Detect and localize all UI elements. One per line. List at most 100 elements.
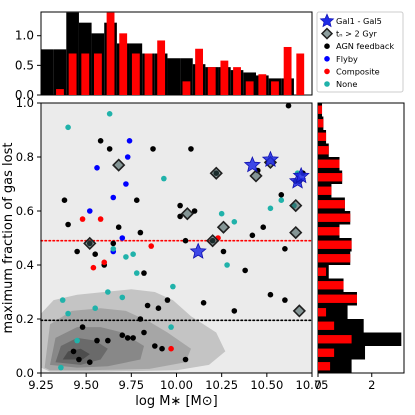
right-bar-red [318, 173, 343, 182]
top-bar-all [167, 58, 181, 95]
y-tick-label: 0.4 [16, 258, 34, 272]
legend: Gal1 - Gal5 tₙ > 2 Gyr AGN feedback Flyby Co… [316, 11, 404, 93]
point-agn-feedback [124, 335, 131, 341]
point-none [110, 246, 117, 252]
right-bar-red [318, 362, 331, 371]
point-agn-feedback [70, 348, 77, 355]
point-composite [90, 264, 97, 271]
point-agn-feedback [115, 224, 122, 230]
top-bar-red [81, 53, 90, 95]
top-histogram-yticks: 0.0 0.5 1.0 [15, 29, 41, 102]
point-none [231, 219, 238, 225]
x-tick-label: 10.00 [160, 378, 193, 392]
point-none [267, 205, 274, 212]
right-histogram-bars [318, 103, 402, 373]
point-agn-feedback [278, 192, 285, 198]
point-agn-feedback [74, 248, 80, 255]
y-tick-label: 0.6 [16, 204, 34, 218]
top-ytick-label: 1.0 [15, 29, 34, 43]
contour-level [62, 348, 90, 360]
point-agn-feedback [86, 359, 93, 366]
legend-label-composite: Composite [336, 66, 380, 76]
tc-diamonds [83, 155, 306, 318]
top-bar-red [157, 40, 166, 95]
top-bar-red [220, 60, 229, 95]
y-tick-label: 0.8 [16, 150, 34, 164]
point-flyby [126, 138, 133, 144]
point-agn-feedback [249, 232, 256, 239]
point-none [123, 254, 129, 260]
y-ticks: 0.0 0.2 0.4 0.6 0.8 1.0 [16, 96, 41, 380]
point-agn-feedback [92, 251, 98, 257]
point-agn-feedback [94, 337, 100, 344]
tc-diamond [180, 207, 194, 221]
gal-star [189, 242, 207, 259]
y-tick-label: 0.0 [16, 366, 34, 380]
tc-diamond [249, 169, 263, 183]
top-bar-red [182, 81, 191, 95]
right-bar-red [318, 186, 332, 195]
x-tick-label: 10.75 [296, 378, 329, 392]
right-xtick-label: 2 [368, 378, 375, 392]
point-agn-feedback [97, 138, 104, 144]
point-composite [101, 259, 108, 266]
point-agn-feedback [119, 332, 126, 339]
point-agn-feedback [242, 267, 248, 274]
point-flyby [110, 194, 117, 201]
top-bar-red [245, 81, 254, 95]
point-none [92, 305, 98, 312]
right-bar-red [318, 146, 329, 155]
right-bar-red [318, 267, 327, 276]
legend-label-agn-feedback: AGN feedback [336, 41, 394, 51]
point-none [58, 364, 64, 371]
gal-star [243, 156, 261, 173]
legend-star-icon [319, 13, 335, 28]
point-agn-feedback [200, 300, 207, 306]
point-agn-feedback [152, 343, 158, 349]
point-none [59, 297, 66, 303]
x-tick-label: 9.25 [28, 378, 54, 392]
right-bar-red [318, 254, 351, 263]
legend-dot-icon [324, 43, 330, 49]
point-agn-feedback [231, 308, 238, 314]
point-agn-feedback [150, 146, 156, 152]
legend-dot-icon [324, 81, 330, 87]
right-bar-red [318, 294, 357, 303]
legend-box [316, 11, 404, 93]
point-agn-feedback [137, 229, 144, 236]
point-agn-feedback [282, 297, 288, 303]
right-bar-red [318, 308, 327, 317]
top-bar-red [93, 53, 102, 95]
right-bar-red [318, 227, 340, 236]
point-flyby [123, 181, 129, 187]
point-flyby [86, 208, 93, 214]
point-agn-feedback [155, 305, 162, 312]
point-agn-feedback [191, 208, 198, 214]
right-bar-red [318, 321, 335, 330]
point-none [133, 270, 140, 276]
right-bar-red [318, 335, 352, 344]
point-agn-feedback [137, 316, 144, 322]
point-agn-feedback [220, 248, 227, 255]
tc-diamond [83, 236, 97, 251]
top-bar-red [131, 53, 140, 95]
point-agn-feedback [133, 197, 140, 203]
right-bar-red [318, 119, 324, 128]
top-bar-all [41, 49, 54, 95]
legend-label-gal1-gal5: Gal1 - Gal5 [336, 16, 382, 26]
point-composite [168, 345, 174, 352]
right-bar-red [318, 132, 327, 141]
point-agn-feedback [130, 335, 136, 341]
point-none [218, 210, 225, 217]
top-bar-red [119, 33, 128, 95]
point-none [161, 175, 167, 182]
point-agn-feedback [110, 240, 117, 247]
x-tick-label: 9.75 [119, 378, 145, 392]
point-agn-feedback [144, 302, 151, 309]
tc-diamond [289, 198, 303, 213]
top-ytick-label: 0.5 [15, 58, 34, 72]
point-agn-feedback [79, 324, 86, 330]
right-bar-red [318, 159, 340, 168]
